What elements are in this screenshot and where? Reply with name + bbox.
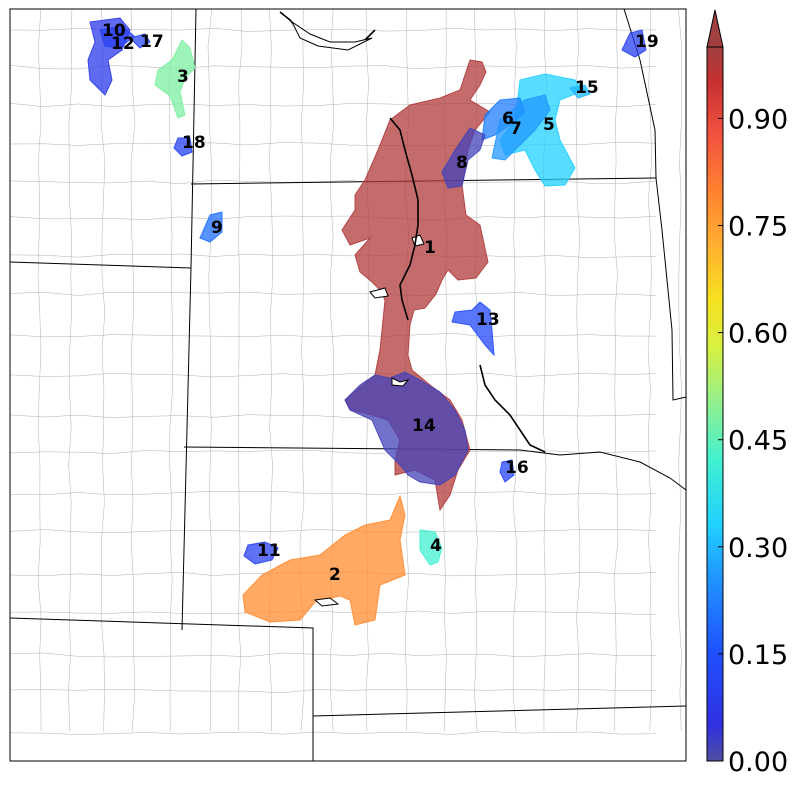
county-line [269, 9, 274, 732]
state-boundary-wy-sd [181, 267, 192, 631]
region-18 [173, 137, 193, 157]
county-line [677, 9, 682, 732]
county-line [10, 731, 657, 735]
region-label-9: 9 [211, 218, 223, 238]
missouri-river-within-region-1 [389, 117, 419, 321]
region-3 [154, 39, 196, 119]
region-9 [199, 211, 223, 243]
basemap [10, 9, 686, 761]
colorbar-tick-label: 0.15 [728, 640, 788, 671]
colorbar-tick-label: 0.45 [728, 426, 788, 457]
region-13 [451, 301, 495, 357]
probability-regions [87, 17, 647, 626]
county-line [10, 215, 657, 220]
county-line [130, 9, 136, 732]
county-line [100, 9, 106, 732]
region-label-11: 11 [257, 541, 281, 561]
state-boundary-sd-mn [655, 177, 686, 401]
region-11 [243, 541, 279, 565]
region-label-18: 18 [182, 133, 206, 153]
region-label-15: 15 [575, 78, 599, 98]
county-line [10, 291, 657, 296]
county-line [68, 9, 73, 732]
region-label-10: 10 [102, 21, 126, 41]
county-line [10, 449, 657, 454]
county-line [10, 688, 657, 694]
colorbar-tick-label: 0.00 [728, 747, 788, 778]
lake-oahe-mid [369, 287, 389, 299]
colorbar-extend-max-arrow [706, 9, 724, 48]
region-label-16: 16 [505, 458, 529, 478]
colorbar-tick-label: 0.90 [728, 104, 788, 135]
colorbar-tick-label: 0.75 [728, 212, 788, 243]
map-frame [9, 8, 687, 762]
region-label-3: 3 [177, 67, 189, 87]
county-line [10, 529, 657, 534]
county-line [365, 9, 370, 732]
region-label-2: 2 [329, 565, 341, 585]
colorbar-tick-label: 0.60 [728, 319, 788, 350]
region-label-4: 4 [430, 536, 442, 556]
region-12 [99, 25, 135, 49]
region-label-6: 6 [502, 109, 514, 129]
county-line [10, 652, 657, 658]
lake-sakakawea [290, 20, 373, 51]
county-line [10, 333, 657, 338]
missouri-river-lower [479, 364, 546, 453]
county-line [647, 9, 653, 732]
region-label-7: 7 [510, 119, 522, 139]
county-line [10, 372, 657, 378]
region-7 [491, 94, 551, 161]
county-line [299, 9, 305, 732]
colorbar: 0.00 0.15 0.30 0.45 0.60 0.75 0.90 [706, 9, 788, 778]
colorbar-ticks: 0.00 0.15 0.30 0.45 0.60 0.75 0.90 [718, 104, 788, 778]
region-17 [129, 33, 151, 49]
county-line [575, 9, 581, 732]
region-19 [621, 29, 647, 58]
region-label-13: 13 [476, 310, 500, 330]
region-label-12: 12 [111, 34, 135, 54]
region-2 [242, 494, 406, 626]
county-line [613, 9, 619, 732]
county-line [10, 253, 657, 258]
region-8 [441, 127, 486, 189]
region-label-17: 17 [140, 32, 164, 52]
county-line [330, 9, 334, 732]
region-labels: 1 2 3 4 5 6 7 8 9 10 11 12 13 14 15 16 1… [102, 21, 659, 585]
region-14 [344, 371, 469, 486]
region-label-5: 5 [543, 115, 555, 135]
region-label-8: 8 [456, 153, 468, 173]
lake-mcconaughy [313, 597, 340, 607]
county-line [10, 610, 657, 616]
region-16 [499, 459, 515, 483]
colorbar-tick-label: 0.30 [728, 533, 788, 564]
county-line [207, 9, 213, 732]
county-boundaries [10, 9, 682, 735]
state-boundary-mt-nd [190, 9, 197, 269]
lake-sharpe [391, 377, 410, 387]
county-line [168, 9, 174, 732]
state-boundary-ne-co-ks [10, 617, 314, 761]
county-line [10, 491, 657, 496]
region-label-14: 14 [412, 416, 436, 436]
county-line [474, 9, 478, 732]
county-line [37, 9, 42, 732]
state-boundary-sd-ne [183, 446, 686, 491]
county-line [512, 9, 518, 732]
county-line [10, 413, 657, 418]
state-boundary-mt-wy [10, 261, 192, 269]
region-label-19: 19 [635, 32, 659, 52]
region-4 [419, 529, 443, 566]
region-15 [569, 84, 591, 99]
region-label-1: 1 [424, 238, 436, 258]
county-line [238, 9, 243, 732]
state-boundary-ne-ks [312, 705, 686, 717]
